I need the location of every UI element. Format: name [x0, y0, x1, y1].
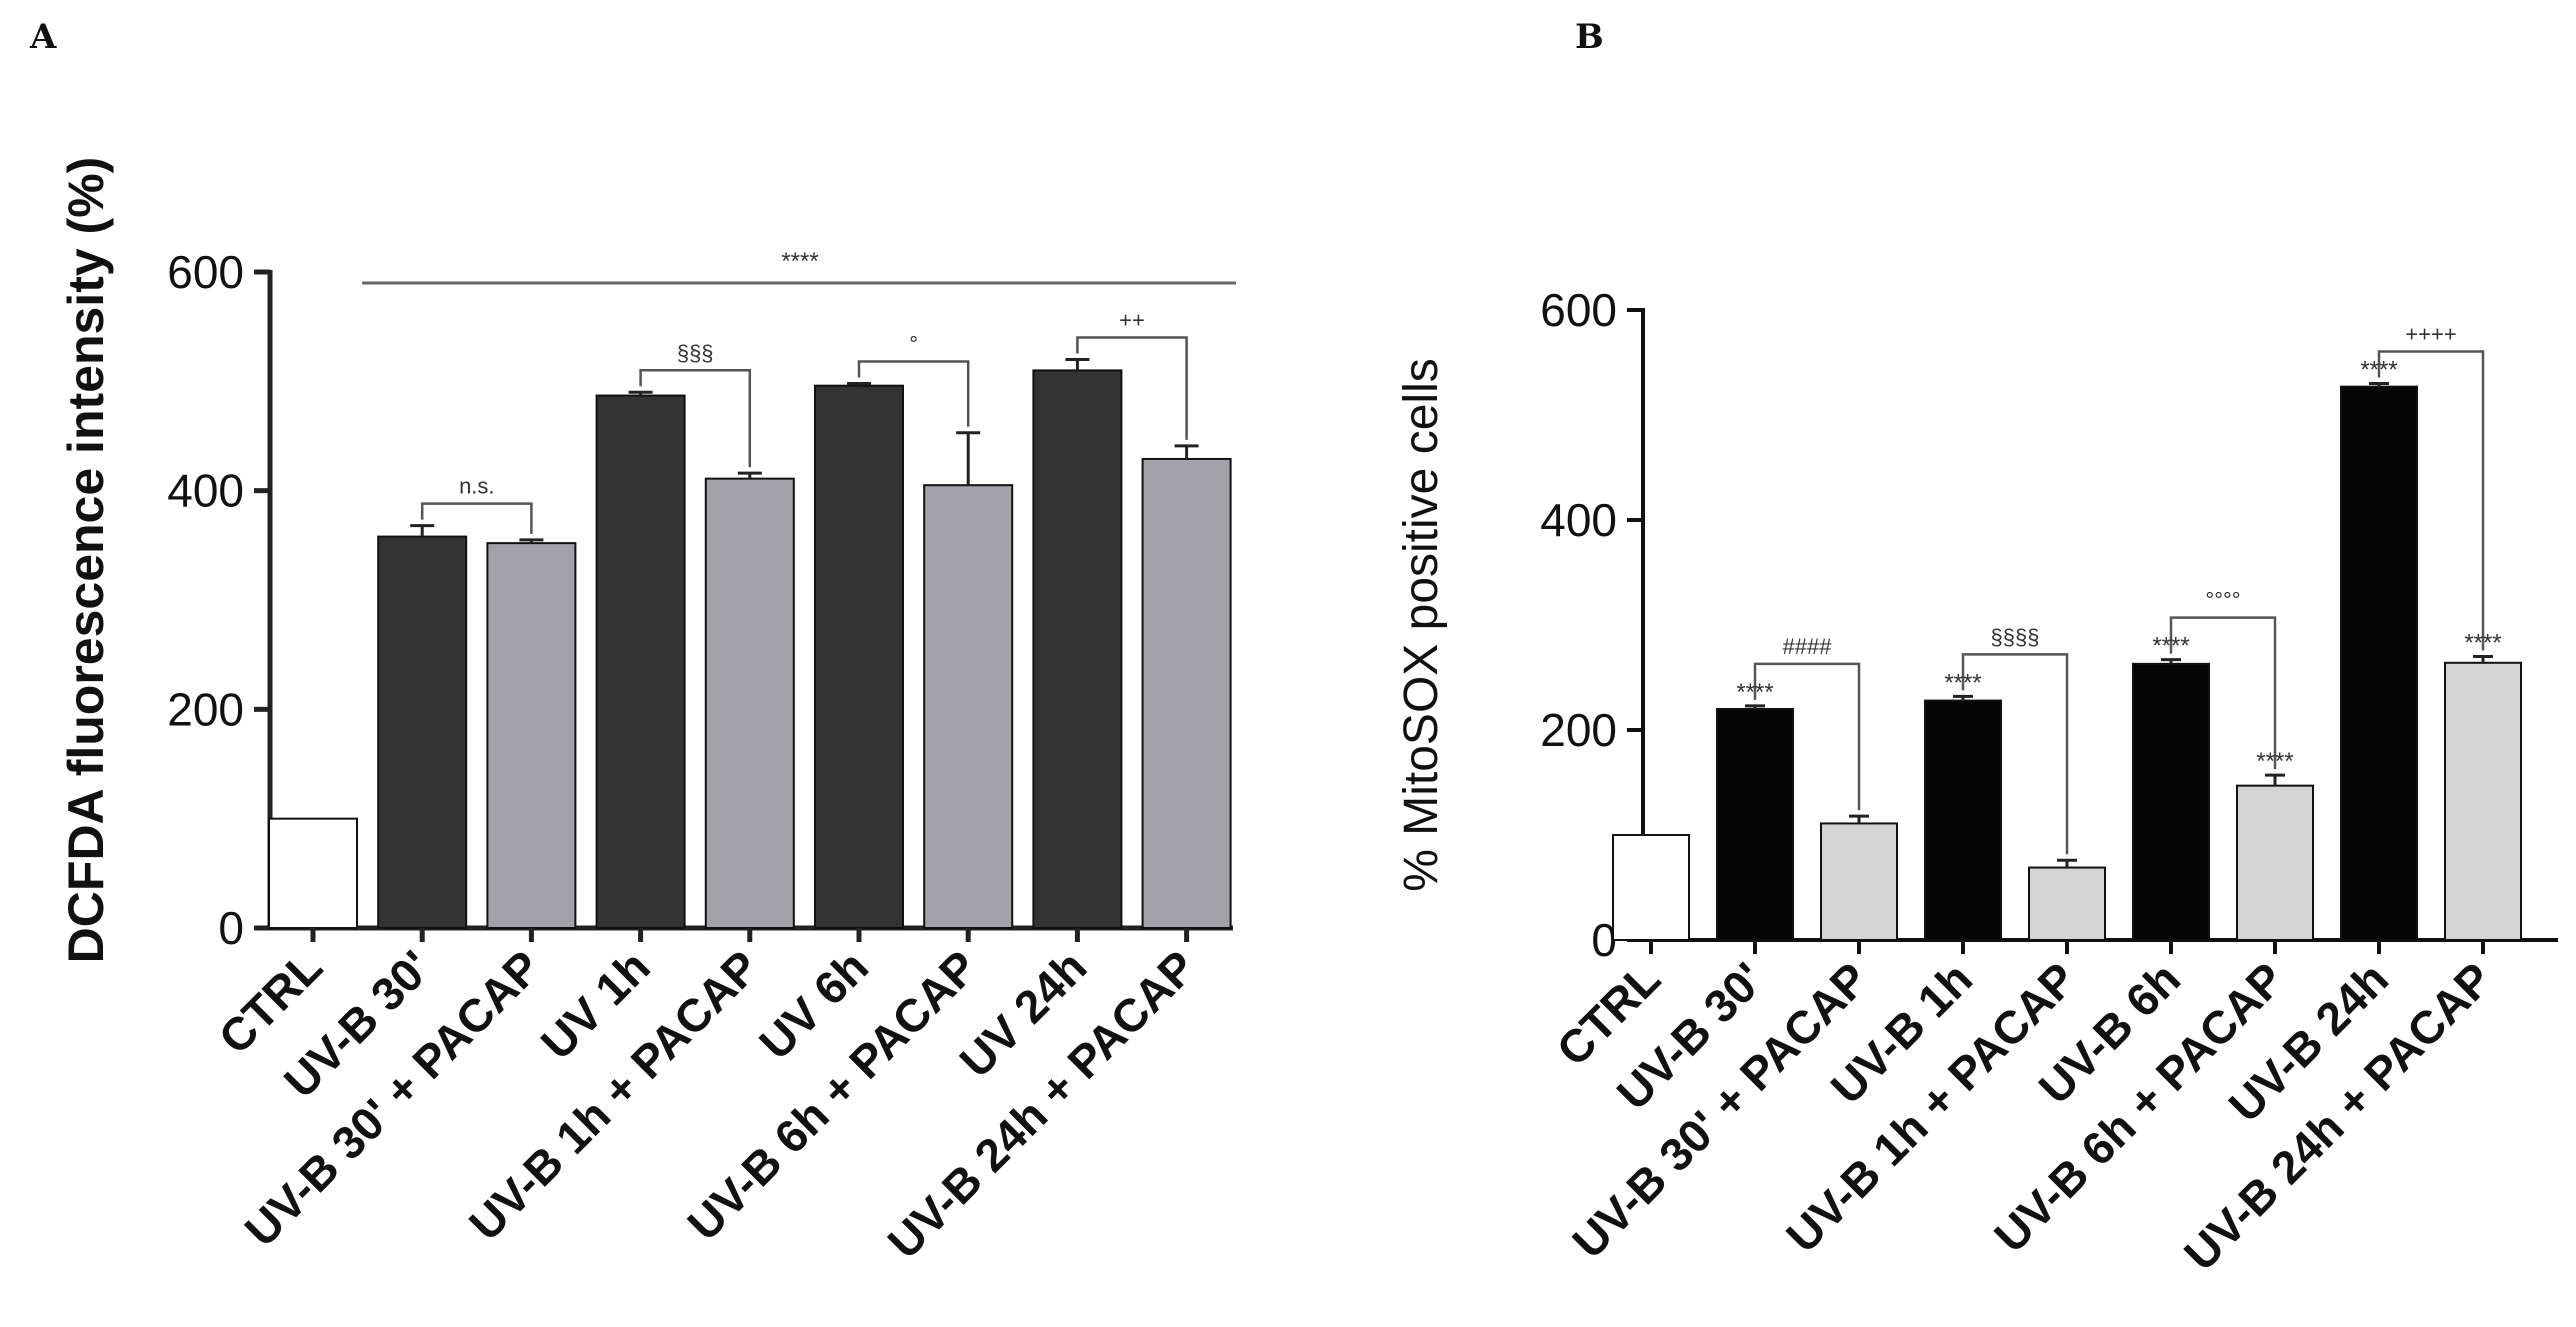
- y-tick-label: 0: [218, 902, 244, 954]
- significance-bracket-label: ####: [1783, 634, 1833, 659]
- significance-bracket: [1753, 662, 1861, 811]
- significance-bracket-label: °°°°: [2205, 588, 2240, 613]
- bar: [704, 477, 795, 929]
- significance-bracket: [857, 360, 970, 427]
- y-tick-label: 200: [1540, 704, 1617, 756]
- significance-bracket: [2377, 350, 2485, 651]
- significance-bracket: [1076, 336, 1188, 440]
- significance-bracket-label: §§§: [677, 340, 714, 365]
- significance-bracket-label: §§§§: [1991, 624, 2040, 649]
- bar: [1612, 834, 1690, 941]
- bar: [268, 817, 358, 930]
- y-axis-title: % MitoSOX positive cells: [1395, 358, 1448, 892]
- bar: [1032, 369, 1123, 929]
- bar-significance-label: ****: [2256, 748, 2293, 775]
- bar: [486, 542, 577, 929]
- bar: [814, 384, 904, 929]
- bar-significance-label: ****: [2464, 630, 2501, 657]
- bar: [2028, 866, 2106, 941]
- y-tick-label: 400: [167, 465, 244, 517]
- significance-bracket: [1961, 653, 2069, 855]
- bar: [1924, 699, 2002, 941]
- panel-a-label: A: [29, 17, 57, 57]
- bar: [2236, 784, 2314, 942]
- bar: [1141, 457, 1232, 929]
- significance-bracket-label: ++++: [2405, 322, 2456, 347]
- y-tick-label: 400: [1540, 494, 1617, 546]
- y-tick-label: 600: [1540, 284, 1617, 336]
- bar-significance-label: ****: [2360, 357, 2397, 384]
- bar-significance-label: ****: [1944, 669, 1981, 696]
- significance-bracket: [639, 369, 752, 468]
- bar: [923, 484, 1014, 929]
- significance-bracket-label: °: [909, 332, 918, 357]
- bar: [2132, 662, 2210, 941]
- bar-significance-label: ****: [2152, 633, 2189, 660]
- bar-significance-label: ****: [1736, 679, 1773, 706]
- bar: [2340, 385, 2418, 941]
- overall-significance-label: ****: [781, 248, 818, 275]
- significance-bracket: [2169, 616, 2277, 770]
- y-axis-title: DCFDA fluorescence intensity (%): [58, 157, 114, 964]
- significance-bracket: [420, 502, 533, 534]
- bar: [377, 535, 468, 929]
- bar: [1716, 708, 1794, 941]
- y-tick-label: 200: [167, 683, 244, 735]
- significance-bracket-label: ++: [1119, 307, 1145, 332]
- bar: [595, 394, 686, 929]
- panel-b-label: B: [1575, 17, 1604, 57]
- y-tick-label: 600: [167, 246, 244, 298]
- significance-bracket-label: n.s.: [459, 474, 494, 499]
- bar: [1820, 822, 1898, 942]
- bar: [2444, 661, 2522, 941]
- chart-a: 0 200 400 600 DCFDA fluorescence intensity (…: [58, 157, 1236, 1268]
